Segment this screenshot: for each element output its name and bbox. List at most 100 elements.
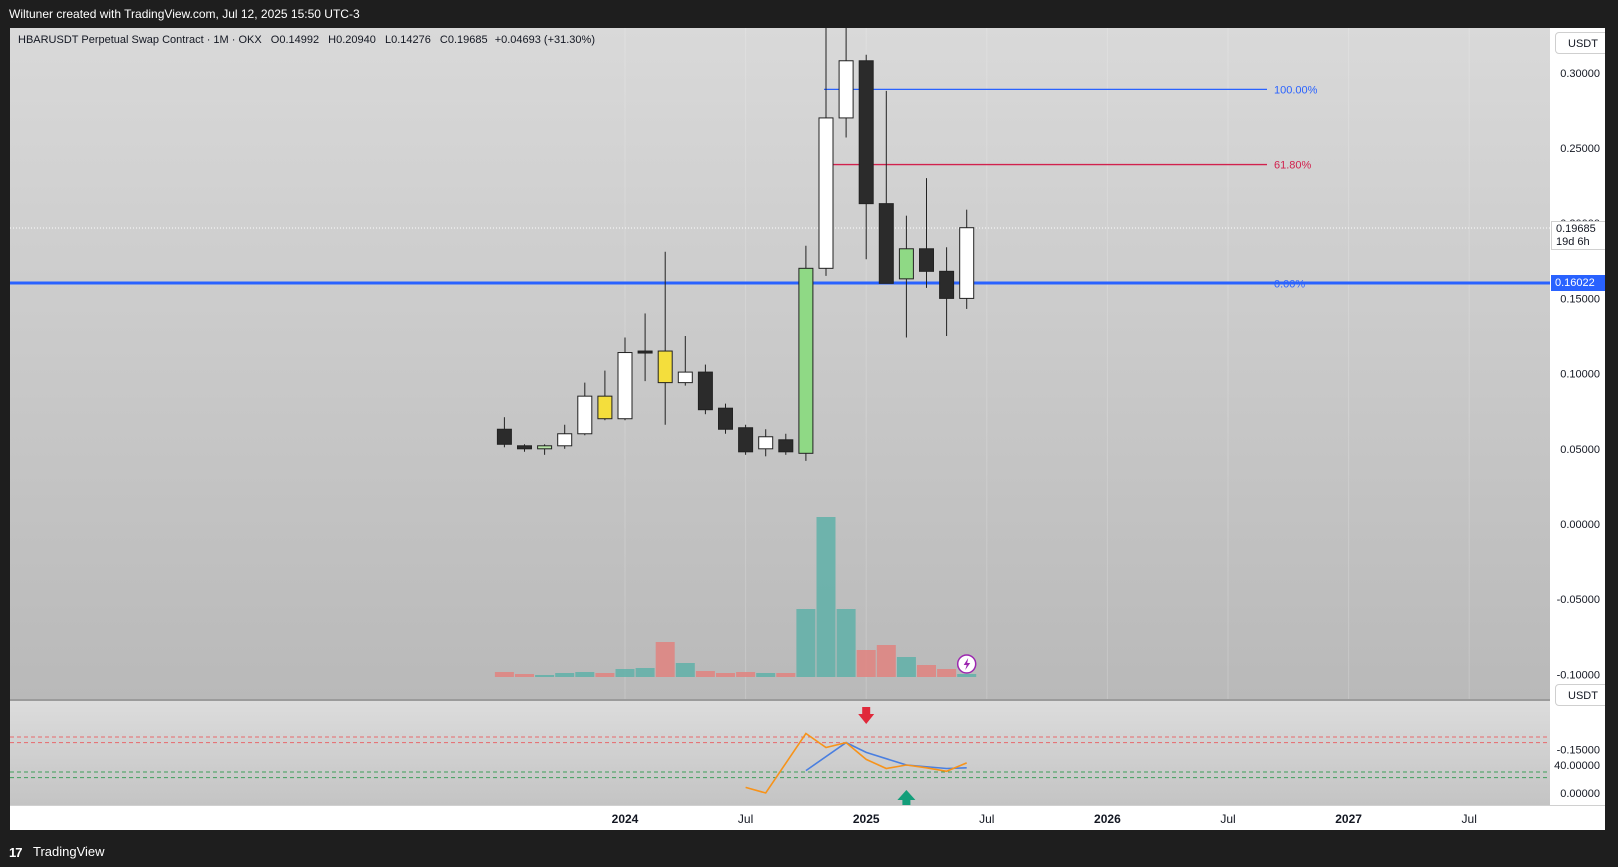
candle-body-10 <box>697 371 713 411</box>
osc-rsi-line <box>745 732 968 794</box>
volume-bar-15 <box>796 609 816 677</box>
volume-bar-10 <box>695 671 715 677</box>
osc-tick-1: 0.00000 <box>1560 788 1600 800</box>
candle-body-11 <box>718 407 733 430</box>
time-label-2: 2025 <box>853 812 880 826</box>
time-label-7: Jul <box>1462 812 1477 826</box>
sell-signal-arrow-icon <box>858 707 875 724</box>
price-axis[interactable]: 0.600000.550000.500000.450000.400000.350… <box>1550 28 1605 805</box>
time-label-3: Jul <box>979 812 994 826</box>
alert-bolt-glyph <box>963 658 971 670</box>
volume-bar-23 <box>957 674 977 677</box>
symbol-legend: HBARUSDT Perpetual Swap Contract · 1M · … <box>18 34 601 46</box>
price-tick-7: 0.25000 <box>1560 143 1600 155</box>
candle-body-2 <box>537 445 553 450</box>
price-tick-15: -0.15000 <box>1557 745 1600 757</box>
volume-bar-3 <box>555 673 575 677</box>
volume-bar-6 <box>615 669 635 677</box>
osc-ma-line <box>805 741 967 772</box>
tradingview-logo-icon: 17 <box>9 845 23 860</box>
bar-countdown: 19d 6h <box>1556 235 1590 248</box>
top-attribution-bar: Wiltuner created with TradingView.com, J… <box>0 0 1618 28</box>
volume-bar-16 <box>816 517 836 677</box>
legend-symbol: HBARUSDT Perpetual Swap Contract · 1M · … <box>18 34 262 46</box>
volume-bar-22 <box>937 669 957 677</box>
candle-body-9 <box>677 371 693 384</box>
currency-label: USDT <box>1568 38 1598 50</box>
time-label-5: Jul <box>1220 812 1235 826</box>
candle-body-5 <box>597 395 613 420</box>
buy-signal-arrow-icon <box>897 790 916 805</box>
oscillator-pane[interactable] <box>10 701 1550 805</box>
candle-body-21 <box>919 248 934 272</box>
candle-body-20 <box>898 248 914 280</box>
volume-bar-7 <box>635 668 655 677</box>
volume-bar-5 <box>595 673 615 677</box>
time-axis-svg[interactable]: 2024 Jul 2025 Jul 2026 Jul 2027 Jul <box>10 806 1605 830</box>
volume-bar-18 <box>856 650 876 677</box>
price-tick-12: 0.00000 <box>1560 519 1600 531</box>
candle-body-4 <box>577 395 593 435</box>
oscillator-svg[interactable] <box>10 701 1550 805</box>
brand-name: TradingView <box>33 844 105 859</box>
candle-body-6 <box>617 352 633 420</box>
time-label-0: 2024 <box>612 812 639 826</box>
chart-frame[interactable]: 261.80%161.80%100.00%61.80%0.00% HBARUSD… <box>10 28 1605 830</box>
time-label-6: 2027 <box>1335 812 1362 826</box>
candle-body-7 <box>637 350 653 354</box>
price-tick-14: -0.10000 <box>1557 669 1600 681</box>
osc-currency-selector[interactable]: USDT <box>1555 684 1605 706</box>
volume-bar-11 <box>716 673 735 677</box>
attribution-text: Wiltuner created with TradingView.com, J… <box>9 7 360 21</box>
time-axis[interactable]: 2024 Jul 2025 Jul 2026 Jul 2027 Jul <box>10 805 1605 830</box>
price-chart-svg[interactable]: 261.80%161.80%100.00%61.80%0.00% <box>10 28 1550 699</box>
last-price-tag: 0.19685 19d 6h <box>1551 220 1605 250</box>
volume-bar-17 <box>836 609 856 677</box>
osc-tick-0: 40.00000 <box>1554 760 1600 772</box>
legend-high: H0.20940 <box>328 34 376 46</box>
candle-body-22 <box>939 270 955 299</box>
legend-low: L0.14276 <box>384 34 431 46</box>
legend-open: O0.14992 <box>270 34 320 46</box>
volume-bar-8 <box>655 642 675 677</box>
volume-bar-13 <box>756 673 776 677</box>
fib-label-3: 61.80% <box>1274 160 1312 172</box>
candle-body-14 <box>778 439 794 453</box>
candle-body-0 <box>496 428 512 445</box>
price-tick-13: -0.05000 <box>1557 594 1600 606</box>
pane-divider[interactable] <box>10 699 1605 701</box>
volume-bar-12 <box>736 672 756 677</box>
volume-bar-9 <box>675 663 695 677</box>
volume-bar-14 <box>776 673 796 677</box>
candle-body-16 <box>818 117 834 269</box>
candle-body-13 <box>758 436 774 450</box>
fib-label-2: 100.00% <box>1274 84 1318 96</box>
price-tick-11: 0.05000 <box>1560 444 1600 456</box>
currency-selector[interactable]: USDT <box>1555 32 1605 54</box>
candle-body-12 <box>738 427 754 453</box>
osc-currency-label: USDT <box>1568 690 1598 702</box>
volume-bar-1 <box>515 674 534 677</box>
volume-bar-21 <box>917 665 936 677</box>
time-label-4: 2026 <box>1094 812 1121 826</box>
volume-bar-20 <box>896 657 916 677</box>
candle-body-23 <box>959 227 975 299</box>
level-price-value: 0.16022 <box>1555 277 1595 290</box>
price-tick-10: 0.10000 <box>1560 369 1600 381</box>
time-label-1: Jul <box>738 812 753 826</box>
candle-body-3 <box>557 433 573 447</box>
candle-body-19 <box>878 203 894 284</box>
price-axis-svg[interactable]: 0.600000.550000.500000.450000.400000.350… <box>1550 28 1605 805</box>
volume-bar-4 <box>575 672 595 677</box>
volume-bar-0 <box>494 672 514 677</box>
candle-body-8 <box>657 350 673 384</box>
level-price-tag: 0.16022 <box>1551 275 1605 292</box>
candle-body-18 <box>858 60 874 205</box>
last-price-value: 0.19685 <box>1556 222 1596 235</box>
volume-bar-2 <box>535 675 555 677</box>
legend-close: C0.19685 <box>439 34 488 46</box>
price-tick-9: 0.15000 <box>1560 293 1600 305</box>
main-price-pane[interactable]: 261.80%161.80%100.00%61.80%0.00% HBARUSD… <box>10 28 1550 699</box>
price-tick-6: 0.30000 <box>1560 68 1600 80</box>
candle-body-15 <box>798 267 814 454</box>
